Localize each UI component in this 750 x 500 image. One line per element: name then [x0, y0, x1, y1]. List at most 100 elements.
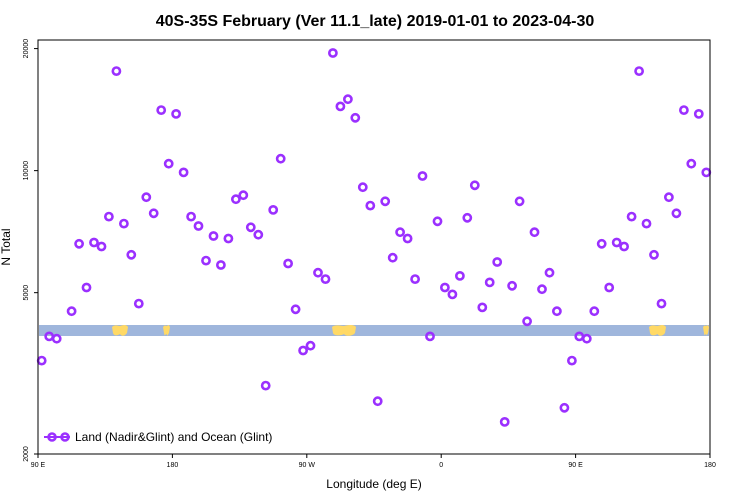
data-point	[89, 237, 99, 248]
data-point	[589, 306, 600, 317]
land-ocean-strip	[39, 325, 709, 336]
data-point	[649, 249, 659, 260]
data-point	[596, 238, 607, 249]
data-point	[148, 208, 159, 219]
data-point	[380, 196, 391, 207]
data-point	[469, 180, 480, 191]
x-axis-title: Longitude (deg E)	[326, 477, 421, 491]
y-tick-label: 5000	[23, 285, 30, 301]
data-point	[283, 258, 293, 269]
data-point	[320, 274, 331, 284]
data-point	[417, 171, 428, 181]
ocean-band	[39, 325, 709, 336]
chart-title: 40S-35S February (Ver 11.1_late) 2019-01…	[156, 13, 595, 30]
data-point	[544, 267, 555, 278]
data-point	[126, 249, 137, 260]
data-point	[96, 241, 107, 252]
data-point	[178, 167, 189, 178]
data-point	[679, 105, 689, 115]
data-point	[372, 396, 383, 407]
x-tick-label: 90 E	[31, 462, 46, 469]
data-point	[454, 270, 465, 281]
data-point	[186, 211, 196, 222]
data-point	[81, 282, 92, 293]
data-point	[664, 192, 674, 203]
y-axis-title: N Total	[0, 228, 13, 265]
data-point	[51, 333, 62, 344]
data-point	[432, 216, 443, 227]
data-point	[507, 280, 517, 291]
data-point	[626, 211, 637, 222]
y-tick-label: 10000	[23, 161, 30, 181]
data-point	[641, 218, 652, 229]
data-point	[141, 192, 152, 203]
data-point	[402, 233, 413, 244]
data-point	[671, 208, 682, 219]
legend-marker	[60, 432, 70, 442]
data-point	[215, 260, 226, 270]
data-point	[581, 333, 592, 344]
data-point	[230, 194, 241, 205]
data-point	[156, 105, 167, 115]
plot-area	[36, 39, 712, 455]
data-point	[275, 153, 286, 164]
land-patch	[703, 325, 709, 336]
data-point	[552, 306, 562, 317]
data-point	[253, 229, 264, 240]
legend: Land (Nadir&Glint) and Ocean (Glint)	[44, 430, 272, 444]
data-point	[290, 304, 301, 315]
x-tick-label: 90 W	[299, 462, 316, 469]
data-point	[36, 355, 47, 366]
data-point	[223, 233, 234, 244]
data-point	[171, 109, 181, 119]
y-tick-label: 20000	[23, 39, 30, 59]
data-point	[298, 345, 308, 356]
data-point	[193, 221, 204, 231]
data-point	[163, 158, 174, 169]
data-point	[208, 231, 219, 241]
x-tick-label: 180	[704, 462, 716, 469]
data-point	[335, 101, 346, 112]
data-point	[410, 274, 420, 284]
data-point	[522, 316, 532, 327]
data-point	[567, 355, 577, 366]
x-tick-label: 180	[167, 462, 179, 469]
data-point	[133, 298, 144, 309]
legend-marker	[47, 432, 57, 442]
data-point	[44, 331, 55, 342]
data-point	[619, 241, 629, 252]
data-point	[342, 94, 353, 105]
data-point	[66, 306, 77, 317]
plot-frame	[37, 39, 711, 455]
data-point	[559, 402, 570, 413]
data-point	[74, 238, 84, 249]
data-point	[529, 227, 540, 238]
y-tick-label: 2000	[23, 446, 30, 462]
data-point	[462, 212, 473, 223]
data-point	[656, 298, 667, 309]
data-point	[350, 112, 361, 123]
data-point	[477, 302, 488, 313]
data-point	[111, 66, 122, 76]
data-point	[245, 222, 256, 233]
data-point	[201, 255, 211, 266]
data-point	[574, 331, 585, 342]
data-point	[425, 331, 435, 342]
data-point	[313, 267, 323, 278]
data-point	[365, 200, 376, 211]
data-point	[395, 227, 405, 238]
data-point	[537, 284, 547, 295]
data-point	[387, 252, 398, 263]
x-axis: 90 E 180 90 W 0 90 E 180	[31, 454, 716, 469]
y-axis: 2000 5000 10000 20000	[23, 39, 38, 462]
data-point	[327, 48, 338, 58]
data-point	[268, 204, 279, 215]
data-point	[611, 237, 622, 248]
data-point	[238, 190, 249, 201]
data-point	[260, 380, 271, 391]
land-patch	[332, 325, 356, 336]
data-point	[701, 167, 712, 178]
data-point	[693, 109, 704, 119]
data-point	[499, 416, 510, 427]
